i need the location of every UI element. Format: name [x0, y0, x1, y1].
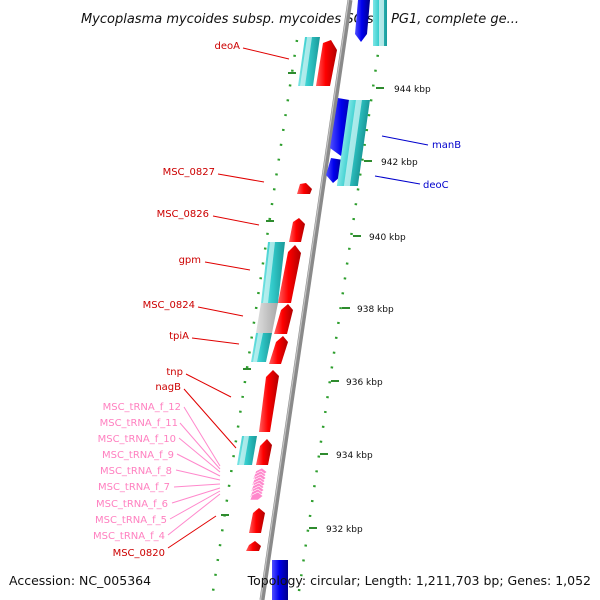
- leader-trna-4: [167, 493, 221, 536]
- gene-MSC_0820[interactable]: [249, 508, 265, 533]
- label-manB[interactable]: manB: [432, 140, 461, 151]
- gene-gpm[interactable]: [278, 245, 301, 303]
- cds-gpm-highlight: [263, 242, 275, 303]
- trna-leader-lines: [167, 406, 221, 536]
- trna-cluster: [249, 467, 268, 501]
- leader-nagB: [183, 388, 237, 449]
- cds-deoC-highlight: [343, 100, 362, 186]
- label-trna-4[interactable]: MSC_tRNA_f_4: [93, 531, 165, 542]
- cds-deoA-highlight: [300, 37, 312, 86]
- trna-labels: MSC_tRNA_f_12 MSC_tRNA_f_11 MSC_tRNA_f_1…: [93, 402, 181, 542]
- gene-MSC_0824[interactable]: [274, 304, 293, 334]
- label-trna-10[interactable]: MSC_tRNA_f_10: [98, 434, 176, 445]
- leader-MSC_0820: [167, 515, 217, 549]
- label-nagB[interactable]: nagB: [155, 382, 181, 393]
- leader-tnp: [185, 373, 232, 398]
- scale-labels: 944 kbp 942 kbp 940 kbp 938 kbp 936 kbp …: [326, 85, 431, 535]
- cds-highlight-top: [379, 0, 384, 46]
- leader-MSC_0824: [197, 306, 244, 317]
- scale-ticks: [221, 72, 384, 529]
- leader-trna-10: [178, 437, 221, 473]
- tick-label-936: 936 kbp: [346, 378, 383, 388]
- genome-backbone: [259, 0, 353, 600]
- trna-f-4[interactable]: [249, 491, 264, 501]
- gene-MSC_0826[interactable]: [289, 218, 305, 242]
- label-trna-5[interactable]: MSC_tRNA_f_5: [95, 515, 167, 526]
- accession-text: Accession: NC_005364: [9, 573, 151, 588]
- leader-gpm: [204, 261, 251, 271]
- cds-tpiA-highlight: [253, 333, 263, 362]
- leader-trna-5: [169, 490, 221, 520]
- label-trna-12[interactable]: MSC_tRNA_f_12: [103, 402, 181, 413]
- tick-label-938: 938 kbp: [357, 305, 394, 315]
- leader-trna-8: [175, 469, 221, 481]
- tick-label-944: 944 kbp: [394, 85, 431, 95]
- label-trna-9[interactable]: MSC_tRNA_f_9: [102, 450, 174, 461]
- reverse-strand-features: [272, 0, 387, 600]
- backbone-highlight: [260, 0, 350, 600]
- leader-trna-11: [179, 422, 221, 470]
- leader-MSC_0827: [217, 173, 265, 183]
- forward-strand-features: [237, 37, 337, 551]
- leader-trna-7: [173, 483, 221, 488]
- left-leader-lines: [167, 47, 290, 549]
- leader-trna-12: [183, 406, 221, 467]
- tick-label-932: 932 kbp: [326, 525, 363, 535]
- right-gene-labels: manB deoC: [423, 140, 461, 191]
- cds-nagB-highlight: [239, 436, 249, 465]
- gene-nagB[interactable]: [256, 439, 272, 465]
- leader-trna-9: [176, 453, 221, 477]
- leader-trna-6: [171, 487, 221, 504]
- label-gpm[interactable]: gpm: [179, 255, 201, 266]
- left-gene-labels: deoA MSC_0827 MSC_0826 gpm MSC_0824 tpiA…: [113, 41, 241, 559]
- label-tpiA[interactable]: tpiA: [169, 331, 189, 342]
- leader-manB: [381, 135, 429, 146]
- leader-tpiA: [191, 337, 240, 345]
- topology-text: Topology: circular; Length: 1,211,703 bp…: [247, 573, 591, 588]
- gene-tpiA[interactable]: [269, 336, 288, 364]
- label-tnp[interactable]: tnp: [166, 367, 183, 378]
- leader-deoA: [242, 47, 290, 60]
- label-MSC_0824[interactable]: MSC_0824: [143, 300, 195, 311]
- label-trna-6[interactable]: MSC_tRNA_f_6: [96, 499, 168, 510]
- tick-label-942: 942 kbp: [381, 158, 418, 168]
- label-MSC_0826[interactable]: MSC_0826: [157, 209, 209, 220]
- gene-tnp[interactable]: [259, 370, 279, 432]
- gene-MSC_0827[interactable]: [297, 183, 312, 194]
- label-deoC[interactable]: deoC: [423, 180, 449, 191]
- label-MSC_0820[interactable]: MSC_0820: [113, 548, 165, 559]
- tick-label-934: 934 kbp: [336, 451, 373, 461]
- label-trna-7[interactable]: MSC_tRNA_f_7: [98, 482, 170, 493]
- tick-label-940: 940 kbp: [369, 233, 406, 243]
- label-MSC_0827[interactable]: MSC_0827: [163, 167, 215, 178]
- gene-deoA[interactable]: [316, 40, 337, 86]
- label-deoA[interactable]: deoA: [215, 41, 241, 52]
- gene-blue-top[interactable]: [355, 0, 370, 42]
- map-title: Mycoplasma mycoides subsp. mycoides SC s…: [81, 12, 519, 27]
- label-trna-11[interactable]: MSC_tRNA_f_11: [100, 418, 178, 429]
- right-leader-lines: [374, 135, 429, 185]
- label-trna-8[interactable]: MSC_tRNA_f_8: [100, 466, 172, 477]
- leader-deoC: [374, 175, 421, 185]
- cds-MSC_0824[interactable]: [256, 303, 278, 333]
- leader-MSC_0826: [212, 215, 260, 226]
- gene-blue-bottom[interactable]: [272, 560, 288, 600]
- gene-red-small-bottom[interactable]: [246, 541, 261, 551]
